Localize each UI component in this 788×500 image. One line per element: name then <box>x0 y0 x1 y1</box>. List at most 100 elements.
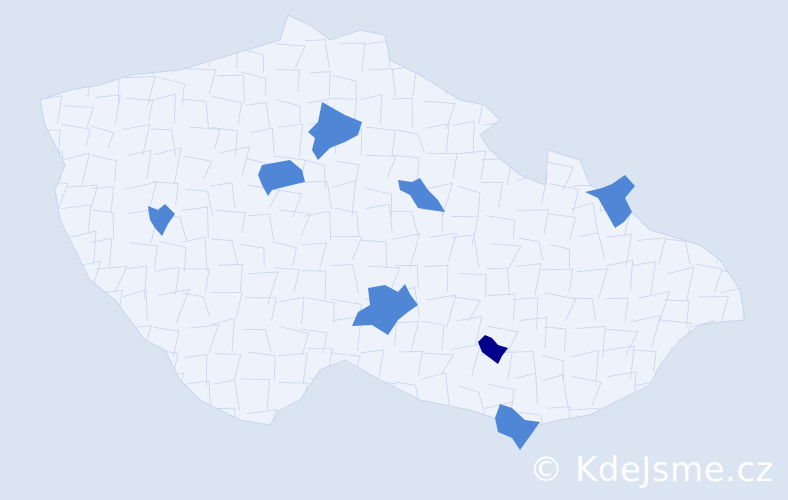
district-border <box>458 385 485 413</box>
district-border <box>248 351 276 381</box>
district-border <box>40 320 68 345</box>
district-border <box>40 264 67 297</box>
district-border <box>210 182 236 210</box>
district-border <box>123 265 148 299</box>
district-border <box>154 266 180 295</box>
district-highlight[interactable] <box>308 102 362 160</box>
district-highlight[interactable] <box>495 404 540 450</box>
district-border <box>455 150 487 181</box>
district-border <box>724 207 745 241</box>
district-border <box>456 315 483 346</box>
district-border <box>270 188 303 218</box>
district-border <box>182 292 211 318</box>
district-border <box>389 320 419 353</box>
district-border <box>159 241 187 272</box>
district-border <box>720 285 745 320</box>
district-border <box>183 155 213 180</box>
district-border <box>639 99 672 130</box>
district-border <box>458 64 485 92</box>
district-border <box>664 299 690 328</box>
district-border <box>695 263 723 293</box>
district-border <box>637 237 667 265</box>
district-border <box>663 376 692 404</box>
district-border <box>576 268 608 299</box>
district-border <box>638 291 670 322</box>
district-border <box>91 343 119 377</box>
district-border <box>426 294 457 329</box>
district-border <box>571 375 602 406</box>
district-border <box>276 69 300 92</box>
district-highlight[interactable] <box>352 284 418 335</box>
district-border <box>128 207 161 243</box>
district-highlight[interactable] <box>398 178 445 212</box>
district-border <box>90 125 115 149</box>
district-border <box>90 237 113 267</box>
district-border <box>40 407 60 434</box>
district-border <box>363 406 395 433</box>
district-border <box>95 436 128 447</box>
district-border <box>361 438 389 447</box>
district-border <box>127 378 153 405</box>
district-border <box>631 261 657 295</box>
district-border <box>726 323 745 352</box>
district-border <box>393 434 418 447</box>
district-border <box>664 238 691 265</box>
district-border <box>304 180 332 210</box>
district-border <box>423 264 449 292</box>
district-border <box>96 36 123 65</box>
district-border <box>663 132 694 155</box>
district-border <box>277 352 308 385</box>
district-border <box>274 267 300 293</box>
district-border <box>121 347 148 372</box>
district-border <box>544 292 577 322</box>
district-border <box>40 95 63 125</box>
district-border <box>301 270 327 300</box>
district-border <box>211 126 238 156</box>
district-border <box>98 327 128 359</box>
district-highlight-strong[interactable] <box>478 335 508 364</box>
district-border <box>758 210 788 241</box>
district-border <box>127 149 152 180</box>
district-border <box>40 215 61 243</box>
district-highlight[interactable] <box>258 160 305 196</box>
district-border <box>519 317 548 349</box>
district-border <box>363 379 396 403</box>
district-highlight[interactable] <box>585 175 635 228</box>
district-border <box>634 39 659 66</box>
district-border <box>365 155 397 179</box>
district-border <box>606 328 639 356</box>
district-border <box>249 127 275 158</box>
district-border <box>69 291 101 317</box>
district-border <box>605 233 633 268</box>
district-border <box>541 354 564 381</box>
district-border <box>157 288 190 324</box>
district-border <box>218 264 243 291</box>
district-border <box>157 76 185 106</box>
district-border <box>301 328 328 354</box>
district-border <box>189 126 221 150</box>
district-border <box>189 324 220 354</box>
district-border <box>662 37 693 66</box>
district-border <box>548 77 576 103</box>
district-border <box>362 239 387 268</box>
district-border <box>576 48 600 72</box>
district-border <box>452 43 481 74</box>
district-border <box>303 210 331 241</box>
district-border <box>757 301 784 326</box>
district-border <box>245 102 271 128</box>
district-border <box>516 173 549 204</box>
district-border <box>367 265 401 292</box>
district-border <box>244 297 277 322</box>
district-border <box>544 161 575 191</box>
district-border <box>181 236 208 272</box>
district-highlight[interactable] <box>148 204 175 236</box>
district-border <box>726 379 745 406</box>
district-border <box>339 42 366 72</box>
district-border <box>723 245 745 271</box>
district-border <box>666 410 693 441</box>
district-border <box>216 209 247 234</box>
district-border <box>690 403 718 434</box>
district-border <box>67 384 98 409</box>
district-border <box>755 159 778 189</box>
